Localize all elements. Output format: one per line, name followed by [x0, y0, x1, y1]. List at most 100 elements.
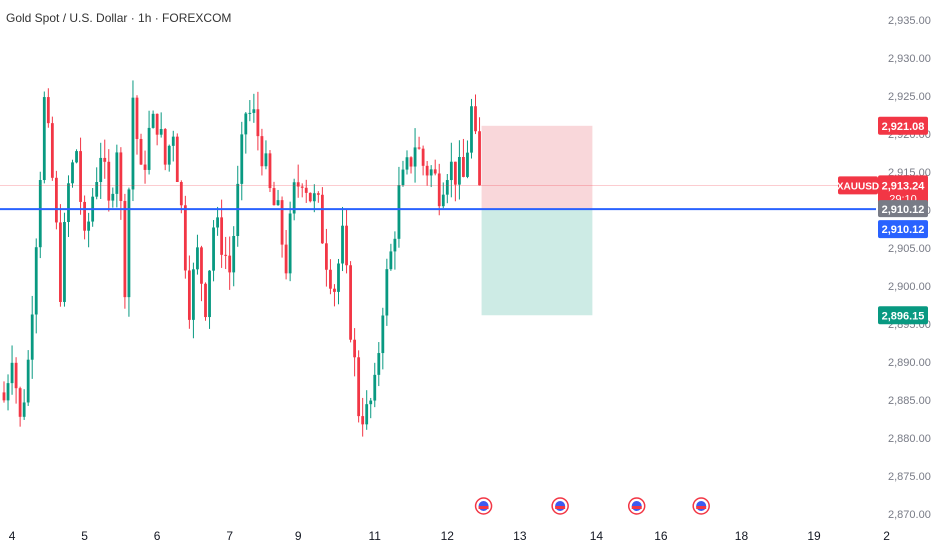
candle-body — [212, 227, 215, 271]
candle-body — [300, 186, 304, 188]
candle-body — [429, 169, 433, 176]
x-tick-label: 7 — [226, 529, 233, 543]
candle-body — [445, 180, 449, 195]
candle-body — [183, 205, 187, 271]
candle-body — [2, 392, 6, 401]
line-price-tag: 2,910.12 — [882, 224, 925, 236]
candle-body — [171, 136, 175, 146]
candle-body — [373, 374, 377, 401]
candle-body — [264, 153, 268, 167]
candle-body — [6, 383, 10, 401]
candle-body — [18, 388, 22, 417]
candle-body — [155, 113, 159, 135]
candle-body — [385, 269, 389, 316]
x-tick-label: 13 — [513, 529, 527, 543]
candle-body — [123, 200, 127, 298]
candle-body — [320, 194, 324, 244]
x-tick-label: 9 — [295, 529, 302, 543]
candle-body — [216, 217, 219, 228]
x-tick-label: 16 — [654, 529, 668, 543]
candle-body — [220, 217, 224, 255]
x-tick-label: 14 — [590, 529, 604, 543]
x-tick-label: 4 — [9, 529, 16, 543]
y-tick-label: 2,900.00 — [888, 281, 931, 293]
candle-body — [252, 109, 256, 113]
take-profit-zone — [481, 209, 593, 316]
candle-body — [381, 315, 385, 354]
x-tick-label: 11 — [369, 529, 382, 543]
candle-body — [232, 236, 236, 273]
flag-stripe-icon — [696, 506, 707, 509]
candle-body — [256, 109, 260, 137]
candle-body — [63, 222, 66, 302]
candle-body — [119, 152, 123, 201]
candle-body — [147, 127, 151, 170]
candle-body — [127, 189, 131, 298]
stop-loss-zone — [481, 125, 593, 210]
candle-body — [228, 255, 232, 273]
y-tick-label: 2,880.00 — [888, 433, 931, 445]
candle-body — [401, 169, 405, 186]
candle-body — [75, 151, 78, 163]
candle-body — [470, 106, 473, 153]
candle-body — [304, 187, 308, 193]
gray-price-tag-bg — [878, 200, 928, 218]
candle-body — [345, 225, 348, 266]
candle-body — [280, 200, 284, 245]
candle-body — [353, 339, 357, 358]
candle-body — [312, 193, 316, 202]
candle-body — [99, 157, 103, 183]
candle-body — [54, 177, 58, 223]
candle-body — [50, 123, 54, 178]
candle-body — [59, 222, 62, 302]
candle-body — [449, 161, 453, 181]
flag-stripe-icon — [555, 506, 566, 509]
candle-body — [413, 147, 417, 167]
symbol-tag: XAUUSD — [837, 181, 879, 192]
x-tick-label: 2 — [883, 529, 890, 543]
candle-body — [441, 194, 445, 207]
candle-body — [22, 402, 26, 417]
current-price-tag: 2,913.24 — [882, 180, 926, 192]
candle-body — [46, 97, 50, 124]
candle-body — [79, 151, 82, 202]
candle-body — [248, 112, 252, 114]
stop-price-tag-bg — [878, 116, 928, 135]
candle-body — [457, 156, 461, 185]
candle-body — [179, 182, 183, 206]
candle-body — [208, 270, 211, 318]
candle-body — [159, 129, 163, 135]
candle-body — [433, 169, 437, 174]
y-tick-label: 2,885.00 — [888, 395, 931, 407]
candle-body — [115, 152, 119, 194]
candle-body — [260, 136, 264, 167]
candle-body — [192, 269, 195, 320]
candle-body — [71, 162, 74, 184]
candle-body — [361, 416, 365, 425]
line-price-tag-bg — [878, 220, 928, 239]
candle-body — [143, 164, 147, 170]
candle-body — [26, 359, 30, 403]
target-price-tag-bg — [878, 306, 928, 325]
stop-price-tag: 2,921.08 — [882, 121, 925, 133]
candle-body — [478, 131, 481, 186]
candle-body — [325, 243, 328, 270]
candle-body — [421, 148, 425, 166]
gray-price-tag: 2,910.12 — [882, 204, 925, 216]
candle-body — [67, 183, 70, 223]
candle-body — [111, 193, 115, 201]
candle-body — [284, 244, 288, 274]
candle-body — [38, 180, 42, 248]
flag-stripe-icon — [478, 506, 489, 509]
candle-body — [87, 221, 91, 231]
y-tick-label: 2,870.00 — [888, 509, 931, 521]
candle-body — [224, 254, 228, 256]
candle-body — [377, 353, 381, 375]
candle-body — [135, 97, 139, 139]
candle-body — [292, 182, 296, 214]
candle-body — [30, 314, 34, 360]
candle-body — [175, 136, 179, 183]
candle-body — [103, 157, 107, 162]
